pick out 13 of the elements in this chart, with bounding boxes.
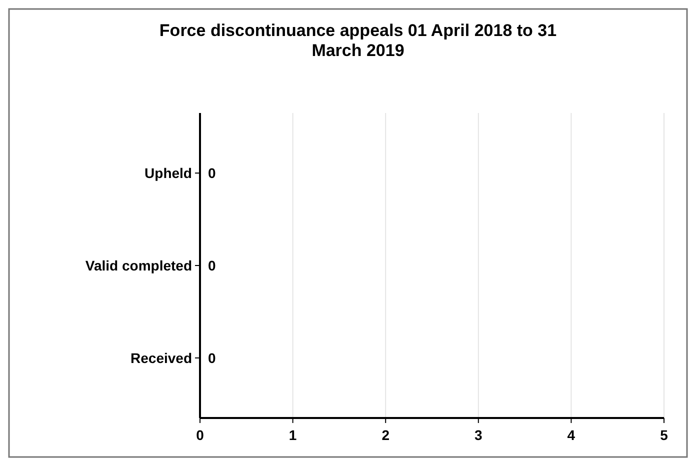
x-tick-label: 5 <box>660 427 668 443</box>
x-tick-label: 4 <box>567 427 576 443</box>
data-label: 0 <box>208 257 216 274</box>
x-tick-label: 3 <box>474 427 482 443</box>
data-label: 0 <box>208 350 216 366</box>
data-label: 0 <box>208 164 216 181</box>
y-tick-label: Received <box>130 350 192 366</box>
x-tick-label: 0 <box>196 427 204 443</box>
x-tick-label: 1 <box>288 427 297 443</box>
y-tick-label: Valid completed <box>85 257 192 274</box>
chart-title: Force discontinuance appeals 01 April 2018 to 31 March 2019 <box>159 21 557 60</box>
y-tick-label: Upheld <box>144 164 192 181</box>
x-tick-label: 2 <box>382 427 390 443</box>
